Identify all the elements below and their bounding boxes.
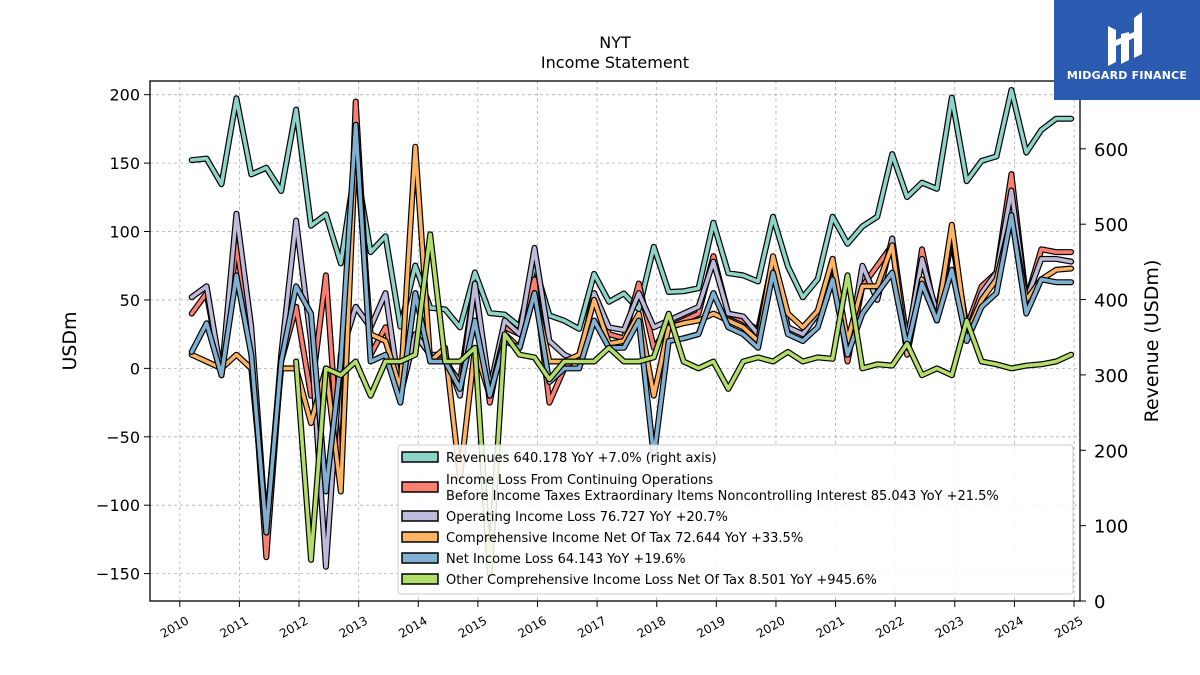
x-tick-label: 2012 <box>277 613 310 640</box>
y-tick-label: 100 <box>109 223 140 242</box>
brand-name: MIDGARD FINANCE <box>1066 69 1188 82</box>
legend-box <box>397 444 1074 595</box>
y-tick-label: −150 <box>96 565 140 584</box>
y-tick-label: −50 <box>106 428 140 447</box>
legend-swatch <box>401 573 439 585</box>
legend-entry: Operating Income Loss 76.727 YoY +20.7% <box>446 510 728 525</box>
y2-tick-label: 200 <box>1094 441 1128 462</box>
series-4 <box>188 121 1075 536</box>
x-tick-label: 2013 <box>337 613 370 640</box>
y2-axis-label: Revenue (USDm) <box>1141 260 1163 423</box>
series-line <box>294 232 1073 576</box>
x-tick-label: 2023 <box>933 613 966 640</box>
y-tick-label: 0 <box>130 359 140 378</box>
y-tick-label: 200 <box>109 86 140 105</box>
x-tick-label: 2021 <box>814 613 847 640</box>
legend-swatch <box>401 510 439 522</box>
y2-tick-label: 500 <box>1094 215 1128 236</box>
x-tick-label: 2020 <box>754 613 787 640</box>
y2-tick-label: 0 <box>1094 592 1105 613</box>
series-line <box>189 123 1073 535</box>
x-tick-label: 2016 <box>516 613 549 640</box>
x-tick-label: 2024 <box>992 613 1025 640</box>
x-tick-label: 2011 <box>217 613 250 640</box>
legend-entry: Comprehensive Income Net Of Tax 72.644 Y… <box>446 531 803 546</box>
chart-title: NYT <box>599 33 631 52</box>
y2-tick-label: 400 <box>1094 291 1128 312</box>
y-tick-label: −100 <box>96 496 140 515</box>
legend-swatch <box>401 481 439 493</box>
x-tick-label: 2017 <box>575 613 608 640</box>
legend-entry: Income Loss From Continuing Operations <box>446 473 713 488</box>
plot-frame <box>149 80 1081 602</box>
x-tick-label: 2019 <box>694 613 727 640</box>
x-tick-label: 2022 <box>873 613 906 640</box>
legend-entry: Net Income Loss 64.143 YoY +19.6% <box>446 552 686 567</box>
legend-entry: Before Income Taxes Extraordinary Items … <box>446 489 999 504</box>
chart-subtitle: Income Statement <box>541 53 689 72</box>
legend-swatch <box>401 552 439 564</box>
brand-logo: MIDGARD FINANCE <box>1054 0 1200 100</box>
y2-tick-label: 300 <box>1094 366 1128 387</box>
x-tick-label: 2014 <box>396 613 429 640</box>
midgard-logo-icon <box>1108 12 1142 66</box>
y2-tick-label: 100 <box>1094 517 1128 538</box>
x-tick-label: 2015 <box>456 613 489 640</box>
x-tick-label: 2025 <box>1052 613 1085 640</box>
series-5 <box>293 231 1075 577</box>
legend: Revenues 640.178 YoY +7.0% (right axis) I… <box>397 444 1074 595</box>
y-axis-label: USDm <box>59 311 81 370</box>
legend-swatch <box>401 451 439 463</box>
y2-tick-label: 600 <box>1094 140 1128 161</box>
legend-swatch <box>401 531 439 543</box>
legend-entry: Other Comprehensive Income Loss Net Of T… <box>446 573 877 588</box>
x-tick-label: 2018 <box>635 613 668 640</box>
y-tick-label: 150 <box>109 154 140 173</box>
y-tick-label: 50 <box>120 291 140 310</box>
series-lines <box>188 87 1075 577</box>
x-tick-label: 2010 <box>158 613 191 640</box>
legend-entry: Revenues 640.178 YoY +7.0% (right axis) <box>446 451 717 466</box>
